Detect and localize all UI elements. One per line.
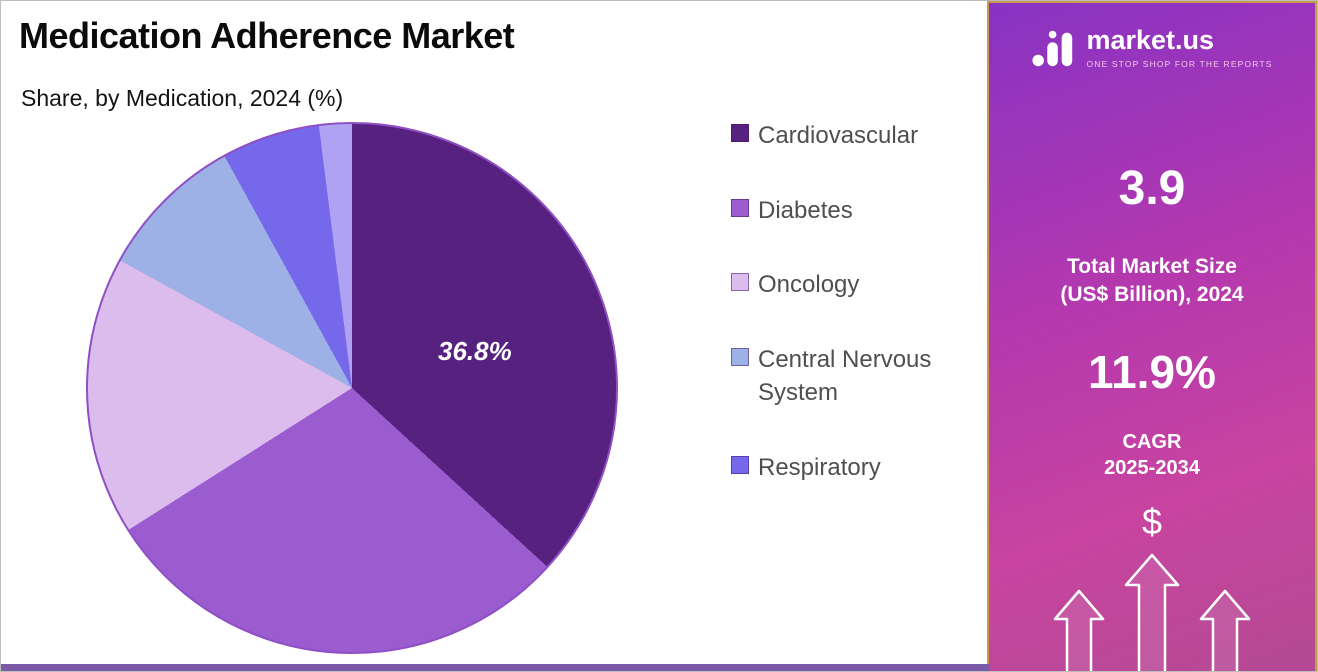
legend-swatch-oncology: [731, 273, 749, 292]
cagr-period: 2025-2034: [1104, 457, 1200, 479]
market-size-label-line1: Total Market Size: [1067, 255, 1237, 278]
marketus-logo-icon: [1032, 30, 1073, 67]
legend-item: Central Nervous System: [731, 343, 979, 410]
market-size-label-line2: (US$ Billion), 2024: [1060, 283, 1244, 307]
logo-tagline: ONE STOP SHOP FOR THE REPORTS: [1086, 59, 1273, 69]
legend-item: Diabetes: [731, 194, 979, 228]
bottom-accent-bar: [1, 664, 989, 671]
dollar-symbol: $: [1141, 501, 1163, 542]
legend-item: Respiratory: [731, 451, 979, 485]
legend-label: Respiratory: [758, 453, 881, 481]
legend-swatch-diabetes: [731, 198, 749, 217]
cagr-label: CAGR: [1122, 431, 1182, 453]
legend-label: Central Nervous System: [758, 345, 932, 407]
legend-swatch-respiratory: [731, 455, 749, 474]
pie-chart-wrapper: 36.8%: [86, 122, 618, 654]
page-title: Medication Adherence Market: [19, 15, 515, 56]
cagr-value: 11.9%: [1088, 346, 1216, 398]
legend-label: Cardiovascular: [758, 122, 919, 149]
market-size-value: 3.9: [1118, 162, 1186, 215]
side-panel: market.us ONE STOP SHOP FOR THE REPORTS …: [987, 1, 1317, 671]
logo-text: market.us: [1086, 25, 1215, 55]
pie-chart: [86, 122, 618, 654]
legend-swatch-central-nervous-system: [731, 347, 749, 366]
legend-item: Oncology: [731, 268, 979, 302]
legend-label: Oncology: [758, 271, 860, 299]
legend-item: Cardiovascular: [731, 119, 979, 153]
legend-label: Diabetes: [758, 196, 853, 224]
chart-subtitle: Share, by Medication, 2024 (%): [21, 85, 344, 111]
market-size-label: Total Market Size (US$ Billion), 2024: [989, 253, 1315, 310]
growth-arrows-icon: [1053, 553, 1251, 671]
pie-slice-label: 36.8%: [438, 336, 512, 366]
logo-text-block: market.us ONE STOP SHOP FOR THE REPORTS: [1086, 25, 1273, 70]
legend: Cardiovascular Diabetes Oncology Central…: [731, 119, 979, 485]
marketus-logo: market.us ONE STOP SHOP FOR THE REPORTS: [989, 25, 1315, 71]
legend-swatch-cardiovascular: [731, 124, 749, 142]
